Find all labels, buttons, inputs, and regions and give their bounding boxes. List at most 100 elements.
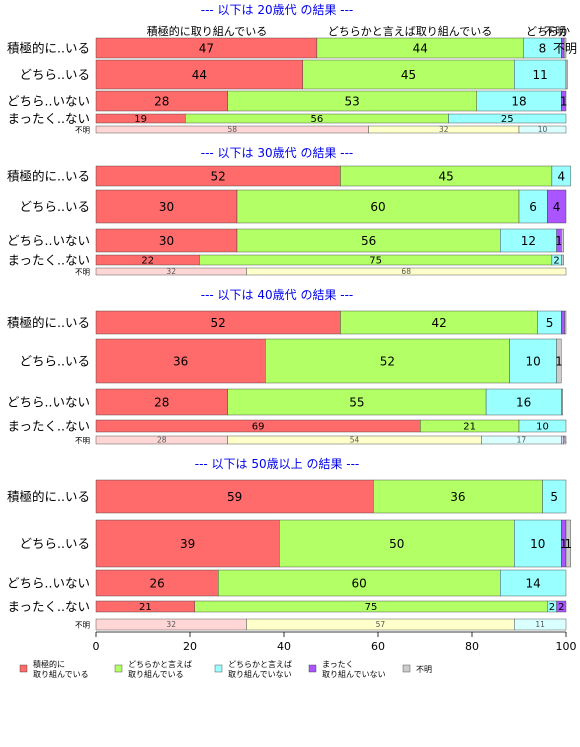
category-label: どちら..いる [20, 199, 90, 214]
data-label: 11 [535, 620, 545, 629]
data-label: 28 [154, 395, 169, 409]
legend-label: まったく [322, 660, 354, 669]
data-label: 52 [380, 354, 395, 368]
data-label: 6 [529, 200, 537, 214]
bar-segment [500, 569, 567, 597]
category-label: まったく..ない [8, 419, 90, 434]
column-header: 積極的に取り組んでいる [147, 24, 267, 38]
data-label: 52 [211, 316, 226, 330]
panel-title: --- 以下は 40歳代 の結果 --- [201, 288, 354, 302]
data-label: 57 [376, 620, 386, 629]
category-label: どちら..いる [20, 67, 90, 82]
data-label: 42 [431, 316, 446, 330]
bar-segment [514, 519, 562, 568]
panel-title: --- 以下は 30歳代 の結果 --- [201, 146, 354, 160]
data-label: 60 [370, 200, 385, 214]
data-label: 55 [349, 395, 364, 409]
data-label: 1 [560, 94, 568, 108]
data-label: 1 [560, 537, 568, 551]
data-label: 19 [134, 114, 147, 125]
category-label: まったく..ない [8, 111, 90, 126]
bar-segment [547, 189, 567, 224]
legend-label: 取り組んでいる [33, 669, 89, 679]
data-label: 5 [550, 490, 558, 504]
category-label: 不明 [75, 126, 90, 135]
data-label: 44 [192, 68, 207, 82]
x-tick-label: 80 [465, 640, 479, 653]
legend-label: 取り組んでいる [128, 669, 184, 679]
data-label: 不明 [553, 41, 577, 55]
data-label: 21 [463, 422, 476, 433]
data-label: 39 [180, 537, 195, 551]
data-label: 28 [154, 94, 169, 108]
data-label: 45 [439, 169, 454, 183]
bar-segment [542, 479, 567, 514]
category-label: どちら..いない [7, 94, 90, 109]
bar-segment [518, 189, 548, 224]
bar-segment [551, 165, 571, 187]
data-label: 47 [199, 41, 214, 55]
bar-segment [279, 519, 515, 568]
category-label: どちら..いない [7, 576, 90, 591]
data-label: 56 [311, 114, 324, 125]
data-label: 45 [401, 68, 416, 82]
bar-segment [95, 519, 280, 568]
data-label: 25 [501, 114, 514, 125]
data-label: 10 [530, 537, 545, 551]
data-label: 10 [525, 354, 540, 368]
legend-swatch [214, 664, 223, 673]
bar-segment [485, 388, 562, 416]
data-label: 75 [365, 602, 378, 613]
bar-segment [561, 254, 564, 266]
data-label: 30 [159, 200, 174, 214]
data-label: 32 [166, 620, 176, 629]
data-label: 58 [228, 125, 238, 134]
bar-segment [373, 479, 543, 514]
legend-label: 取り組んでいない [228, 669, 292, 679]
data-label: 18 [511, 94, 526, 108]
data-label: 32 [166, 267, 176, 276]
legend-label: どちらかと言えば [128, 659, 192, 669]
legend-label: 取り組んでいない [322, 669, 386, 679]
data-label: 10 [538, 125, 548, 134]
data-label: 30 [159, 234, 174, 248]
legend-swatch [402, 664, 411, 673]
category-label: 不明 [75, 268, 90, 277]
data-label: 1 [555, 234, 563, 248]
data-label: 68 [401, 267, 411, 276]
data-label: 59 [227, 490, 242, 504]
bar-segment [561, 90, 567, 112]
category-label: 積極的に..いる [7, 489, 90, 504]
column-header: 不明 [544, 25, 566, 38]
category-label: 積極的に..いる [7, 169, 90, 184]
panel-title: --- 以下は 20歳代 の結果 --- [201, 3, 354, 17]
data-label: 50 [389, 537, 404, 551]
data-label: 11 [533, 68, 548, 82]
legend-swatch [19, 664, 28, 673]
data-label: 4 [557, 169, 565, 183]
bar-segment [565, 519, 571, 568]
data-label: 1 [562, 436, 567, 445]
bar-segment [514, 59, 567, 90]
bar-segment [518, 419, 567, 433]
data-label: 1 [565, 537, 573, 551]
data-label: 26 [149, 576, 164, 590]
data-label: 52 [211, 169, 226, 183]
bar-segment [95, 479, 374, 514]
data-label: 16 [516, 395, 531, 409]
x-tick-label: 60 [371, 640, 385, 653]
bar-segment [561, 228, 564, 253]
category-label: どちら..いない [7, 233, 90, 248]
bar-segment [561, 388, 563, 416]
bar-segment [236, 189, 520, 224]
legend-label: 積極的に [33, 659, 65, 669]
category-label: 積極的に..いる [7, 41, 90, 56]
bar-segment [565, 59, 568, 90]
category-label: どちら..いる [20, 536, 90, 551]
data-label: 2 [553, 256, 559, 267]
column-header: どちらかと言えば取り組んでいる [328, 25, 492, 38]
category-label: どちら..いない [7, 395, 90, 410]
bar-segment [509, 338, 557, 384]
panel-title: --- 以下は 50歳以上 の結果 --- [195, 457, 360, 471]
